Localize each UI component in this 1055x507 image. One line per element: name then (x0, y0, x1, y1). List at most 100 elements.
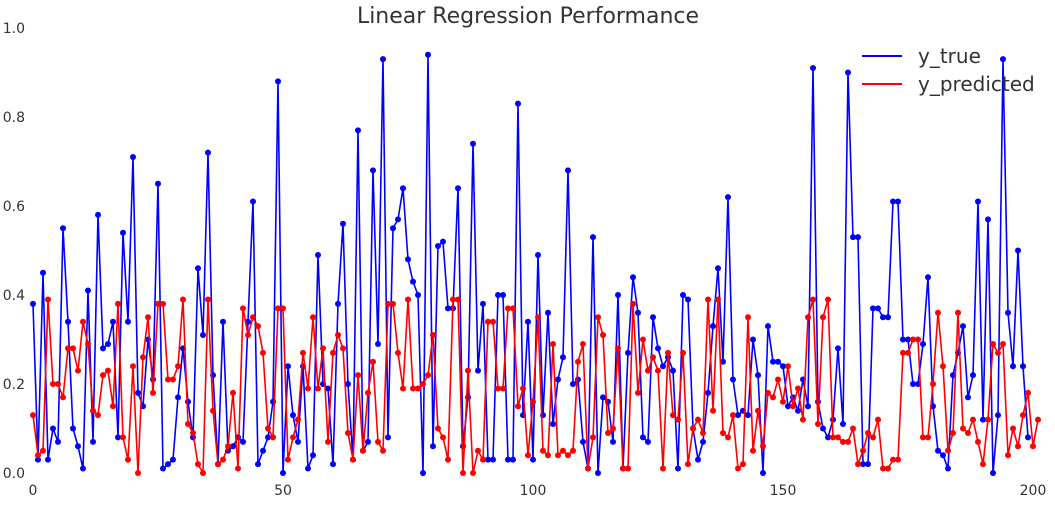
data-point (990, 470, 996, 476)
data-point (945, 465, 951, 472)
data-point (510, 305, 516, 312)
data-point (650, 354, 656, 361)
data-point (360, 447, 366, 454)
data-point (725, 434, 731, 441)
data-point (415, 292, 421, 298)
data-point (950, 372, 956, 379)
data-point (565, 167, 571, 174)
data-point (50, 425, 56, 432)
y-tick-label: 0.6 (3, 199, 25, 215)
data-point (1005, 309, 1011, 316)
data-point (230, 443, 236, 450)
data-point (655, 345, 661, 352)
data-point (890, 456, 896, 463)
data-point (895, 198, 901, 205)
data-point (445, 456, 451, 463)
data-point (435, 243, 441, 250)
data-point (55, 381, 61, 387)
legend-label: y_predicted (918, 72, 1035, 96)
data-point (370, 167, 376, 174)
data-point (775, 358, 781, 365)
data-point (225, 443, 231, 450)
data-point (485, 318, 491, 325)
data-point (200, 470, 206, 476)
data-point (365, 389, 371, 396)
data-point (400, 185, 406, 192)
y-tick-label: 1.0 (3, 21, 25, 37)
data-point (895, 456, 901, 463)
data-point (930, 381, 936, 387)
data-point (370, 358, 376, 365)
data-point (455, 185, 461, 192)
data-point (505, 456, 511, 463)
data-point (570, 381, 576, 387)
data-point (860, 461, 866, 468)
data-point (330, 461, 336, 468)
data-point (795, 385, 801, 392)
data-point (70, 345, 76, 352)
data-point (40, 447, 46, 454)
data-point (215, 461, 221, 468)
data-point (480, 300, 486, 307)
data-point (160, 465, 166, 472)
data-point (595, 470, 601, 476)
data-point (715, 296, 721, 303)
data-point (205, 149, 211, 156)
data-point (240, 305, 246, 312)
data-point (95, 412, 101, 419)
data-point (385, 300, 391, 307)
data-point (635, 309, 641, 316)
x-tick-label: 50 (274, 483, 292, 499)
data-point (750, 336, 756, 343)
data-point (1020, 363, 1026, 370)
x-tick-label: 0 (29, 483, 38, 499)
data-point (90, 407, 96, 414)
data-point (110, 403, 116, 410)
data-point (900, 336, 906, 343)
data-point (865, 429, 871, 436)
data-point (995, 349, 1001, 356)
data-point (640, 336, 646, 343)
data-point (960, 323, 966, 330)
data-point (825, 434, 831, 441)
data-point (705, 296, 711, 303)
data-point (840, 421, 846, 428)
y-tick-label: 0.0 (3, 466, 25, 482)
data-point (380, 447, 386, 454)
legend-label: y_true (918, 44, 981, 68)
data-point (255, 323, 261, 330)
data-point (820, 425, 826, 432)
data-point (530, 456, 536, 463)
data-point (480, 456, 486, 463)
data-point (470, 470, 476, 476)
data-point (760, 443, 766, 450)
data-point (905, 349, 911, 356)
data-point (415, 385, 421, 392)
data-point (540, 447, 546, 454)
data-point (570, 447, 576, 454)
data-point (210, 407, 216, 414)
x-tick-label: 200 (1020, 483, 1047, 499)
data-point (115, 300, 121, 307)
data-point (880, 465, 886, 472)
data-point (780, 398, 786, 405)
data-point (170, 376, 176, 383)
data-point (685, 461, 691, 468)
data-point (790, 403, 796, 410)
series-line (32, 298, 1039, 474)
data-point (600, 394, 606, 401)
data-point (835, 345, 841, 352)
data-point (530, 398, 536, 405)
data-point (65, 318, 71, 325)
data-point (765, 389, 771, 396)
data-point (35, 452, 41, 459)
data-point (200, 332, 206, 339)
data-point (280, 305, 286, 312)
data-point (345, 429, 351, 436)
data-point (965, 394, 971, 401)
data-point (1020, 412, 1026, 419)
data-point (880, 314, 886, 321)
data-point (830, 434, 836, 441)
data-point (695, 456, 701, 463)
data-point (690, 425, 696, 432)
